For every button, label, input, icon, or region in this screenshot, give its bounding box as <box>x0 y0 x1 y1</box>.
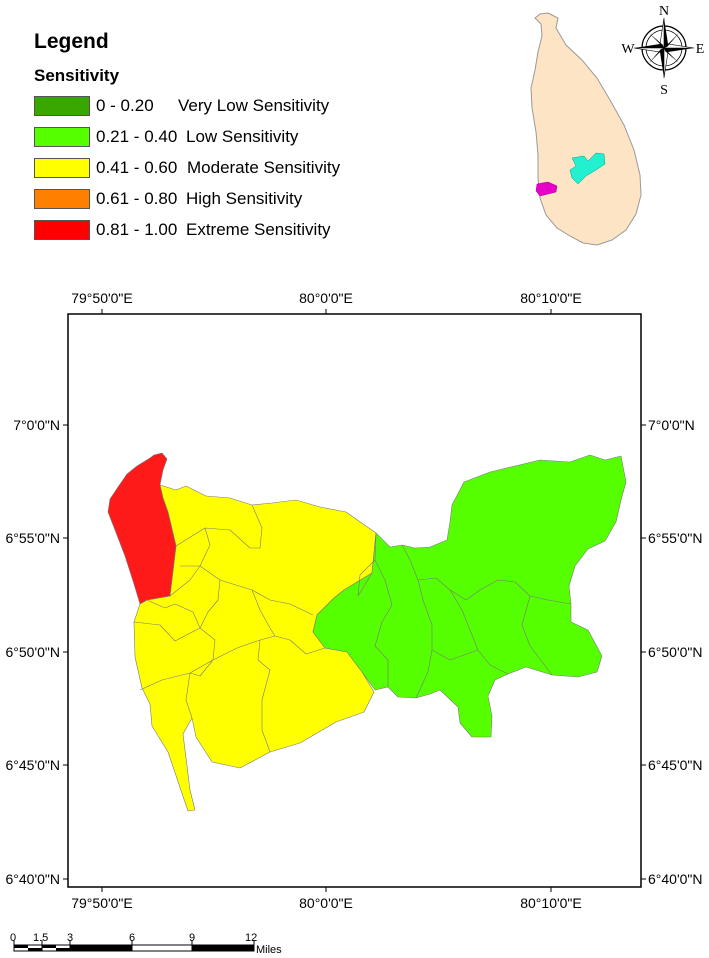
legend-swatch <box>34 96 90 116</box>
lon-label: 80°0'0"E <box>299 290 353 306</box>
legend-subtitle: Sensitivity <box>34 66 120 85</box>
legend-swatch <box>34 220 90 240</box>
lat-label: 6°55'0"N <box>6 530 61 546</box>
legend-item-high: 0.61 - 0.80 High Sensitivity <box>34 188 302 210</box>
compass-s: S <box>660 83 668 98</box>
lon-label: 80°10'0"E <box>520 895 582 911</box>
graticule-labels-right: 7°0'0"N 6°55'0"N 6°50'0"N 6°45'0"N 6°40'… <box>648 417 703 887</box>
locator-highlight-east <box>569 152 606 185</box>
compass-w: W <box>621 42 635 57</box>
graticule-labels-bottom: 79°50'0"E 80°0'0"E 80°10'0"E <box>71 895 582 911</box>
legend-swatch <box>34 158 90 178</box>
scale-bar <box>13 940 255 952</box>
lon-label: 79°50'0"E <box>71 290 133 306</box>
compass-n: N <box>659 4 669 19</box>
scale-tick-label: 12 <box>245 932 258 944</box>
lat-label: 6°40'0"N <box>648 871 703 887</box>
legend-range: 0.81 - 1.00 <box>96 220 178 239</box>
legend-label: High Sensitivity <box>186 189 303 208</box>
scale-tick-label: 0 <box>10 932 17 944</box>
scale-unit: Miles <box>256 944 282 956</box>
legend-range: 0.21 - 0.40 <box>96 127 178 146</box>
lat-label: 7°0'0"N <box>648 417 695 433</box>
legend-label: Extreme Sensitivity <box>186 220 331 239</box>
sensitivity-map <box>107 452 627 812</box>
legend-title: Legend <box>34 30 109 53</box>
north-arrow: N S E W <box>621 4 704 98</box>
legend-item-very-low: 0 - 0.20 Very Low Sensitivity <box>34 95 329 117</box>
scale-tick-label: 9 <box>189 932 196 944</box>
scale-tick-label: 6 <box>129 932 136 944</box>
legend-item-low: 0.21 - 0.40 Low Sensitivity <box>34 126 298 148</box>
division-boundaries <box>133 504 377 753</box>
legend-label: Very Low Sensitivity <box>178 96 330 115</box>
lat-label: 6°45'0"N <box>648 757 703 773</box>
region-low-sensitivity <box>312 454 627 738</box>
scale-tick-label: 1.5 <box>33 932 49 944</box>
lat-label: 6°45'0"N <box>6 757 61 773</box>
legend-label: Moderate Sensitivity <box>187 158 341 177</box>
lon-label: 80°10'0"E <box>520 290 582 306</box>
sri-lanka-island <box>530 12 642 246</box>
division-boundaries-green <box>374 544 572 699</box>
legend-item-extreme: 0.81 - 1.00 Extreme Sensitivity <box>34 219 331 241</box>
scale-tick-label: 3 <box>67 932 74 944</box>
legend-range: 0.61 - 0.80 <box>96 189 178 208</box>
graticule-labels-top: 79°50'0"E 80°0'0"E 80°10'0"E <box>71 290 582 306</box>
legend-swatch <box>34 127 90 147</box>
locator-highlight-west <box>535 181 558 197</box>
legend-swatch <box>34 189 90 209</box>
legend-range: 0.41 - 0.60 <box>96 158 178 177</box>
lat-label: 6°55'0"N <box>648 530 703 546</box>
region-moderate-sensitivity <box>133 484 377 812</box>
graticule-ticks <box>63 309 646 892</box>
legend-label: Low Sensitivity <box>186 127 299 146</box>
compass-e: E <box>696 42 705 57</box>
lat-label: 6°50'0"N <box>6 644 61 660</box>
legend-range: 0 - 0.20 <box>96 96 154 115</box>
legend-item-moderate: 0.41 - 0.60 Moderate Sensitivity <box>34 157 340 179</box>
lon-label: 79°50'0"E <box>71 895 133 911</box>
locator-map <box>530 12 642 246</box>
lat-label: 6°40'0"N <box>6 871 61 887</box>
lon-label: 80°0'0"E <box>299 895 353 911</box>
lat-label: 6°50'0"N <box>648 644 703 660</box>
graticule-labels-left: 7°0'0"N 6°55'0"N 6°50'0"N 6°45'0"N 6°40'… <box>6 417 61 887</box>
lat-label: 7°0'0"N <box>13 417 60 433</box>
